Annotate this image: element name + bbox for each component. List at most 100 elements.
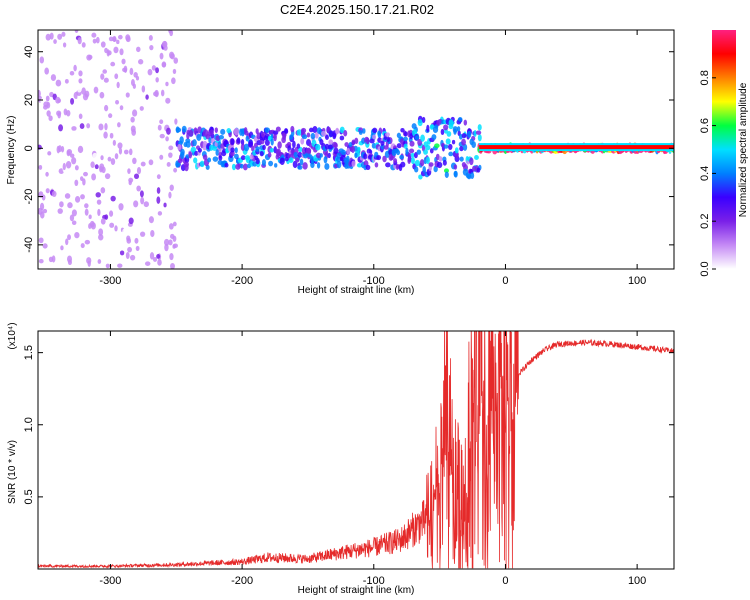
snr-x-ticks: -300 -200 -100 0 100 xyxy=(99,331,646,587)
heatmap-blob xyxy=(141,179,148,184)
heatmap-blob xyxy=(61,31,66,37)
heatmap-blob xyxy=(66,110,71,117)
heatmap-blob xyxy=(403,131,408,137)
heatmap-blob xyxy=(118,203,124,211)
heatmap-blob xyxy=(128,148,133,156)
heatmap-blob xyxy=(446,131,452,137)
heatmap-blob xyxy=(328,139,334,146)
heatmap-blob xyxy=(155,77,159,83)
heatmap-blob xyxy=(445,138,451,145)
heatmap-blob xyxy=(400,161,406,168)
heatmap-blob xyxy=(230,147,235,153)
heatmap-blob xyxy=(407,152,412,159)
heatmap-blob xyxy=(293,151,298,158)
heatmap-blob xyxy=(388,154,394,161)
heatmap-blob xyxy=(165,97,171,104)
heatmap-blob xyxy=(261,159,267,167)
heatmap-blob xyxy=(332,132,337,140)
heatmap-blob xyxy=(202,143,207,151)
heatmap-blob xyxy=(226,128,232,134)
colorbar: 0.0 0.2 0.4 0.6 0.8 Normalized spectral ampl… xyxy=(699,30,749,277)
heatmap-blob xyxy=(81,42,86,48)
heatmap-blob xyxy=(97,220,102,226)
heatmap-blob xyxy=(68,226,74,232)
heatmap-blob xyxy=(109,222,115,228)
heatmap-blob xyxy=(57,33,63,40)
heatmap-blob xyxy=(339,135,345,141)
heatmap-blob xyxy=(218,155,223,161)
heatmap-blob xyxy=(59,201,64,208)
heatmap-blob xyxy=(148,34,153,41)
heatmap-blob xyxy=(310,132,316,140)
heatmap-blob xyxy=(438,156,443,162)
heatmap-y-tick-label: 20 xyxy=(23,94,35,106)
heatmap-blob xyxy=(172,221,177,227)
heatmap-blob xyxy=(113,46,119,54)
heatmap-blob xyxy=(117,263,123,268)
heatmap-blob xyxy=(149,44,154,51)
heatmap-blob xyxy=(454,147,459,154)
heatmap-blob xyxy=(243,143,250,152)
snr-y-multiplier: (x10⁴) xyxy=(7,322,18,349)
heatmap-blob xyxy=(139,231,146,237)
heatmap-blob xyxy=(105,263,110,269)
heatmap-blob xyxy=(80,243,85,249)
heatmap-blob xyxy=(136,166,142,175)
heatmap-blob xyxy=(196,133,202,141)
heatmap-blob xyxy=(161,61,167,68)
heatmap-blob xyxy=(74,231,80,239)
heatmap-blob xyxy=(102,69,108,74)
heatmap-blob xyxy=(324,163,330,170)
heatmap-blob xyxy=(215,149,219,156)
heatmap-blob xyxy=(300,127,307,134)
heatmap-blob xyxy=(474,155,479,160)
heatmap-blob xyxy=(230,138,235,145)
heatmap-blob xyxy=(377,130,381,136)
heatmap-blob xyxy=(168,223,174,230)
heatmap-blob xyxy=(281,132,287,138)
heatmap-blob xyxy=(104,123,108,131)
heatmap-blob xyxy=(125,36,131,43)
heatmap-blob xyxy=(45,95,50,102)
heatmap-blob xyxy=(240,155,246,161)
heatmap-blob xyxy=(90,222,96,230)
heatmap-blob xyxy=(132,157,137,165)
heatmap-blob xyxy=(372,134,377,140)
snr-y-tick-label: 1.0 xyxy=(23,417,35,432)
heatmap-x-tick-label: 100 xyxy=(628,275,646,287)
heatmap-blob xyxy=(308,127,314,133)
heatmap-blob xyxy=(163,238,170,246)
heatmap-blob xyxy=(385,162,391,168)
heatmap-blob xyxy=(376,154,382,161)
heatmap-blob xyxy=(386,136,390,143)
colorbar-gradient xyxy=(712,30,736,269)
heatmap-blob xyxy=(453,128,457,135)
snr-x-tick-label: 0 xyxy=(502,575,508,587)
heatmap-blob xyxy=(110,54,115,62)
heatmap-blob xyxy=(159,133,165,139)
heatmap-blob xyxy=(418,174,423,180)
heatmap-blob xyxy=(333,142,338,149)
heatmap-blob xyxy=(443,144,449,149)
heatmap-blob xyxy=(240,143,246,151)
heatmap-blob xyxy=(325,134,329,140)
heatmap-blob xyxy=(107,156,112,162)
heatmap-blob xyxy=(98,234,104,241)
heatmap-blob xyxy=(207,157,212,163)
heatmap-blob xyxy=(168,145,174,151)
heatmap-blob xyxy=(316,162,321,169)
heatmap-blob xyxy=(451,139,456,145)
heatmap-blob xyxy=(69,153,75,158)
heatmap-blob xyxy=(299,158,304,166)
heatmap-blob xyxy=(306,132,311,138)
heatmap-blob xyxy=(38,237,44,244)
heatmap-blob xyxy=(109,132,114,139)
heatmap-blob xyxy=(267,152,272,158)
heatmap-blob xyxy=(194,150,199,156)
heatmap-y-tick-label: 40 xyxy=(23,46,35,58)
heatmap-blob xyxy=(56,110,62,117)
heatmap-y-ticks: -40 -20 0 20 40 xyxy=(23,46,674,253)
heatmap-blob xyxy=(290,125,295,133)
heatmap-blob xyxy=(336,152,341,159)
snr-x-tick-label: -300 xyxy=(99,575,121,587)
